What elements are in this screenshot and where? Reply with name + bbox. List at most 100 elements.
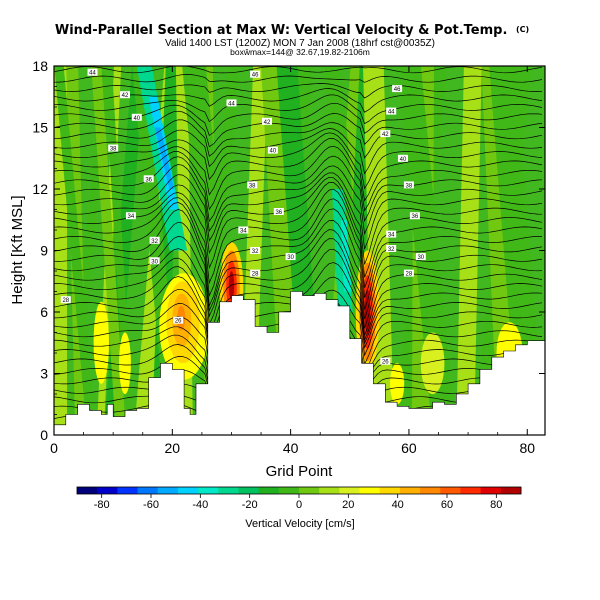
contour-label-bg	[262, 117, 272, 125]
x-tick-label: 80	[519, 440, 535, 456]
contour-label: 30	[415, 253, 426, 261]
contour-label: 38	[108, 144, 119, 153]
theta-contour	[54, 188, 543, 288]
contour-label-text: 26	[382, 360, 389, 366]
theta-contour	[54, 119, 543, 159]
theta-contour	[54, 164, 543, 236]
colorbar-swatch	[157, 487, 179, 494]
contour-label: 40	[267, 146, 278, 155]
contour-label-text: 36	[275, 210, 282, 216]
colorbar-swatch	[480, 487, 502, 494]
y-tick-label: 0	[40, 427, 48, 443]
contour-label-bg	[250, 247, 261, 254]
contour-label: 30	[149, 257, 160, 265]
contour-label-text: 28	[252, 272, 259, 278]
contour-label-bg	[403, 269, 414, 277]
colorbar-swatch	[339, 487, 360, 494]
colorbar-swatch	[137, 487, 159, 494]
colorbar-tick-label: 40	[392, 499, 404, 511]
colorbar-swatch	[460, 487, 482, 494]
theta-contour	[54, 110, 543, 148]
contour-label-bg	[392, 85, 403, 93]
contour-label-bg	[226, 99, 237, 107]
theta-contour	[54, 66, 543, 74]
colorbar-tick-label: -60	[143, 499, 159, 511]
contour-label-text: 32	[388, 247, 395, 253]
y-tick-label: 9	[40, 243, 48, 259]
contour-label: 42	[262, 117, 272, 126]
velocity-band	[91, 66, 127, 435]
contour-label-text: 40	[400, 157, 407, 163]
velocity-cell	[154, 127, 175, 189]
y-tick-label: 6	[40, 304, 48, 320]
contour-label-bg	[386, 107, 397, 115]
contour-labels: 44 42 40 38 36 34 32 30 28 46 44 42 40 38 36 34 32 30 28 46…	[60, 68, 426, 366]
contour-label-bg	[87, 68, 98, 76]
contour-label: 28	[60, 296, 71, 304]
contour-label-bg	[386, 245, 397, 252]
contour-label: 36	[143, 175, 154, 183]
x-axis: 0 20 40 60 80	[50, 66, 535, 456]
velocity-band	[363, 66, 395, 435]
contour-label: 40	[398, 154, 408, 163]
theta-contour	[54, 74, 543, 83]
contour-label-bg	[386, 230, 397, 238]
contour-label-text: 42	[264, 120, 271, 126]
contour-label-text: 34	[240, 229, 247, 235]
contour-label-bg	[273, 208, 284, 215]
colorbar-swatch	[77, 487, 98, 494]
contour-label-bg	[143, 175, 154, 183]
colorbar-swatch	[319, 487, 340, 494]
contour-label-text: 44	[89, 71, 96, 77]
contour-label-text: 32	[151, 239, 158, 245]
contour-label-text: 32	[252, 249, 259, 255]
theta-contour	[54, 132, 543, 190]
y-tick-label: 18	[32, 58, 48, 74]
contour-label-text: 34	[388, 233, 395, 239]
colorbar-tick-label: 20	[342, 499, 354, 511]
colorbar-swatch	[278, 487, 300, 494]
colorbar-swatch	[359, 487, 381, 494]
contour-label-bg	[285, 253, 296, 261]
theta-contour	[54, 145, 543, 212]
contour-label-bg	[380, 130, 391, 138]
contour-label: 44	[87, 68, 98, 77]
colorbar-swatch	[420, 487, 441, 494]
contour-label-bg	[238, 226, 249, 234]
x-tick-label: 0	[50, 440, 58, 456]
colorbar-tick-label: -20	[242, 499, 258, 511]
chart-title-text: Wind-Parallel Section at Max W: Vertical…	[55, 23, 508, 38]
theta-contour	[54, 248, 543, 340]
colorbar-tick-label: 60	[441, 499, 453, 511]
y-tick-label: 12	[32, 181, 48, 197]
contour-label: 38	[247, 181, 258, 189]
contour-label: 40	[131, 113, 142, 122]
colorbar-swatch	[218, 487, 239, 494]
theta-contour	[54, 176, 543, 265]
y-tick-label: 15	[32, 120, 48, 136]
y-axis: 0 36 9 12 15 18	[32, 58, 545, 443]
terrain	[54, 291, 545, 435]
contour-label-bg	[380, 357, 391, 365]
chart-subtitle-line2: boxŵmax=144@ 32.67,19.82-2106m	[230, 47, 370, 57]
theta-contour	[54, 155, 543, 223]
theta-contour	[54, 138, 543, 202]
plot-area: 44 42 40 38 36 34 32 30 28 46 44 42 40 38 36 34 32 30 28 46…	[54, 66, 545, 435]
colorbar-swatch	[177, 487, 199, 494]
colorbar-swatch	[97, 487, 118, 494]
velocity-cell	[420, 332, 445, 395]
colorbar-swatch	[258, 487, 280, 494]
contour-label-text: 34	[128, 214, 135, 220]
contour-label-text: 46	[252, 73, 259, 79]
contour-label-text: 42	[382, 132, 389, 138]
contour-label-bg	[250, 70, 261, 78]
velocity-cell	[93, 301, 110, 384]
theta-contour	[54, 128, 543, 175]
contour-label: 28	[250, 269, 261, 278]
contour-label-bg	[120, 91, 130, 99]
theta-contour	[54, 208, 543, 310]
x-tick-label: 20	[165, 440, 181, 456]
contour-label-text: 40	[133, 116, 140, 122]
contour-label: 34	[238, 226, 249, 235]
